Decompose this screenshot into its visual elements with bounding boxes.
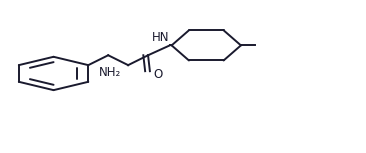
Text: NH₂: NH₂ [98, 66, 121, 79]
Text: O: O [153, 68, 163, 81]
Text: HN: HN [152, 31, 169, 44]
